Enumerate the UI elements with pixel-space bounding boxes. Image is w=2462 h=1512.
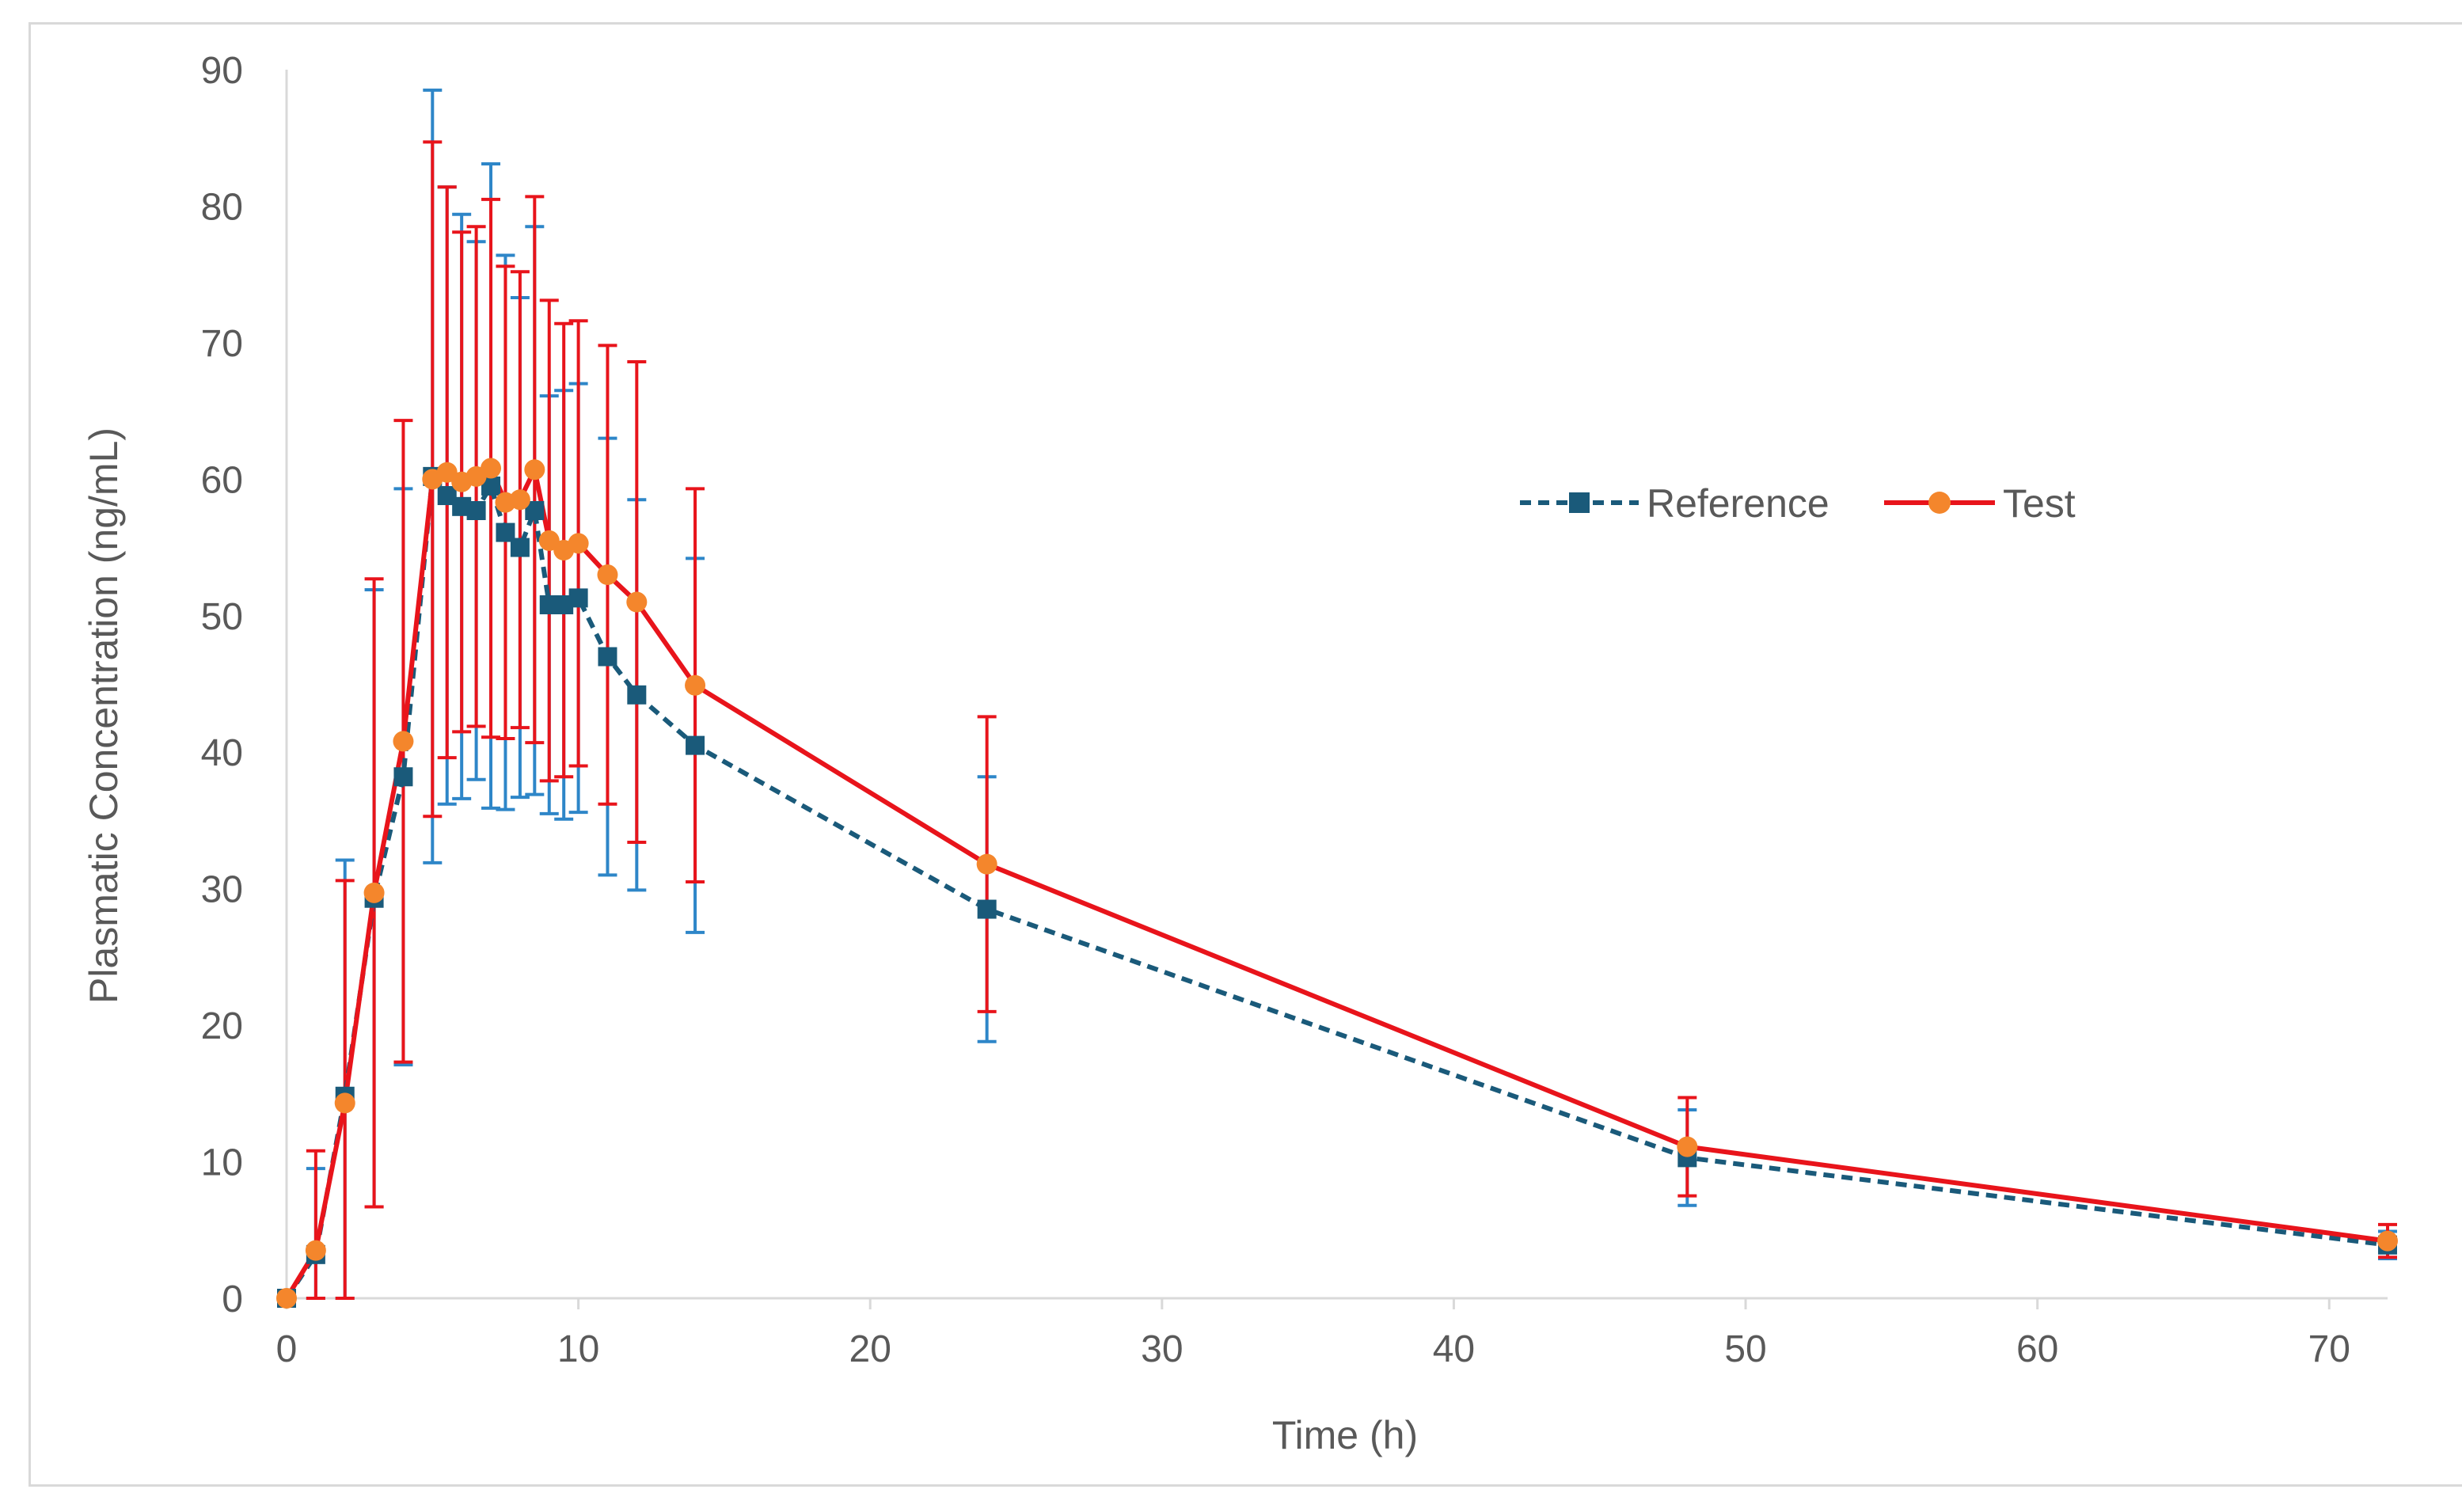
test-series-line <box>284 465 2388 1300</box>
test-data-point <box>334 1092 355 1114</box>
y-tick-label: 10 <box>201 1142 243 1184</box>
test-data-point <box>436 462 458 483</box>
test-data-point <box>509 489 530 511</box>
axes: 0 10 20 30 40 50 60 70 80 90 0 10 20 30 40 50 60 70 <box>201 50 2388 1370</box>
test-data-point <box>305 1240 326 1261</box>
test-data-point <box>524 459 545 481</box>
test-data-point <box>626 591 648 613</box>
y-axis-title: Plasmatic Concentration (ng/mL) <box>82 427 126 1004</box>
x-tick-label: 10 <box>557 1328 599 1370</box>
reference-data-point <box>686 735 705 755</box>
series-lines <box>284 465 2388 1300</box>
y-tick-label: 40 <box>201 732 243 774</box>
test-data-point <box>976 853 997 875</box>
legend-test-marker <box>1928 492 1951 514</box>
test-data-point <box>597 564 618 586</box>
x-tick-label: 50 <box>1724 1328 1766 1370</box>
test-data-point <box>538 530 560 551</box>
reference-series-line <box>284 473 2388 1300</box>
y-tick-label: 90 <box>201 50 243 92</box>
y-tick-label: 80 <box>201 186 243 228</box>
test-data-point <box>2377 1230 2398 1252</box>
x-tick-label: 30 <box>1141 1328 1183 1370</box>
x-tick-label: 40 <box>1433 1328 1475 1370</box>
y-tick-label: 20 <box>201 1005 243 1047</box>
reference-data-point <box>393 767 413 787</box>
test-data-point <box>276 1288 297 1309</box>
x-tick-label: 0 <box>276 1328 298 1370</box>
reference-data-point <box>977 899 997 919</box>
test-data-point <box>481 458 502 479</box>
y-tick-label: 30 <box>201 869 243 911</box>
test-data-point <box>568 533 589 554</box>
test-data-point <box>363 882 385 903</box>
legend-test-label: Test <box>2003 481 2076 526</box>
reference-data-point <box>627 685 647 705</box>
legend: Reference Test <box>1520 481 2076 526</box>
legend-reference-marker <box>1569 492 1590 513</box>
error-bars <box>306 88 2397 1300</box>
reference-data-point <box>466 500 486 520</box>
y-tick-label: 0 <box>222 1278 243 1320</box>
x-tick-label: 60 <box>2016 1328 2058 1370</box>
test-data-point <box>1677 1136 1698 1157</box>
x-axis-title: Time (h) <box>1272 1413 1418 1457</box>
x-tick-label: 70 <box>2308 1328 2350 1370</box>
chart-frame <box>28 22 2462 1487</box>
y-tick-label: 70 <box>201 323 243 365</box>
y-tick-label: 50 <box>201 596 243 638</box>
reference-data-point <box>568 588 588 608</box>
reference-data-point <box>598 647 617 667</box>
legend-reference-label: Reference <box>1647 481 1829 526</box>
test-data-point <box>685 674 706 696</box>
x-tick-label: 20 <box>849 1328 891 1370</box>
test-data-point <box>393 731 414 752</box>
y-tick-label: 60 <box>201 459 243 501</box>
reference-data-point <box>510 538 530 557</box>
series-markers <box>276 458 2398 1309</box>
